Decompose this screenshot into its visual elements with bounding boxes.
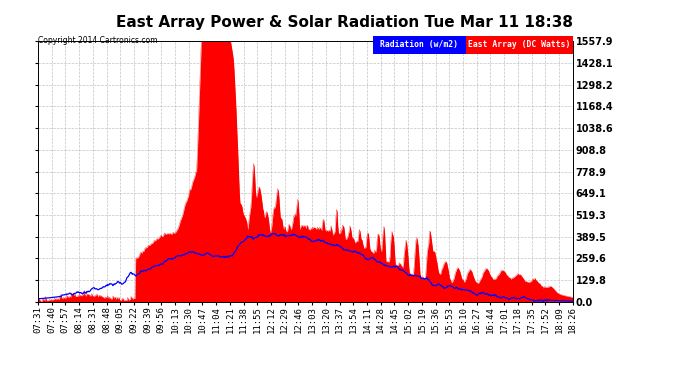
Text: East Array Power & Solar Radiation Tue Mar 11 18:38: East Array Power & Solar Radiation Tue M…	[117, 15, 573, 30]
Text: Radiation (w/m2): Radiation (w/m2)	[380, 40, 458, 49]
Text: East Array (DC Watts): East Array (DC Watts)	[468, 40, 571, 49]
Bar	[466, 36, 573, 54]
Bar	[373, 36, 466, 54]
Text: Copyright 2014 Cartronics.com: Copyright 2014 Cartronics.com	[38, 36, 157, 45]
